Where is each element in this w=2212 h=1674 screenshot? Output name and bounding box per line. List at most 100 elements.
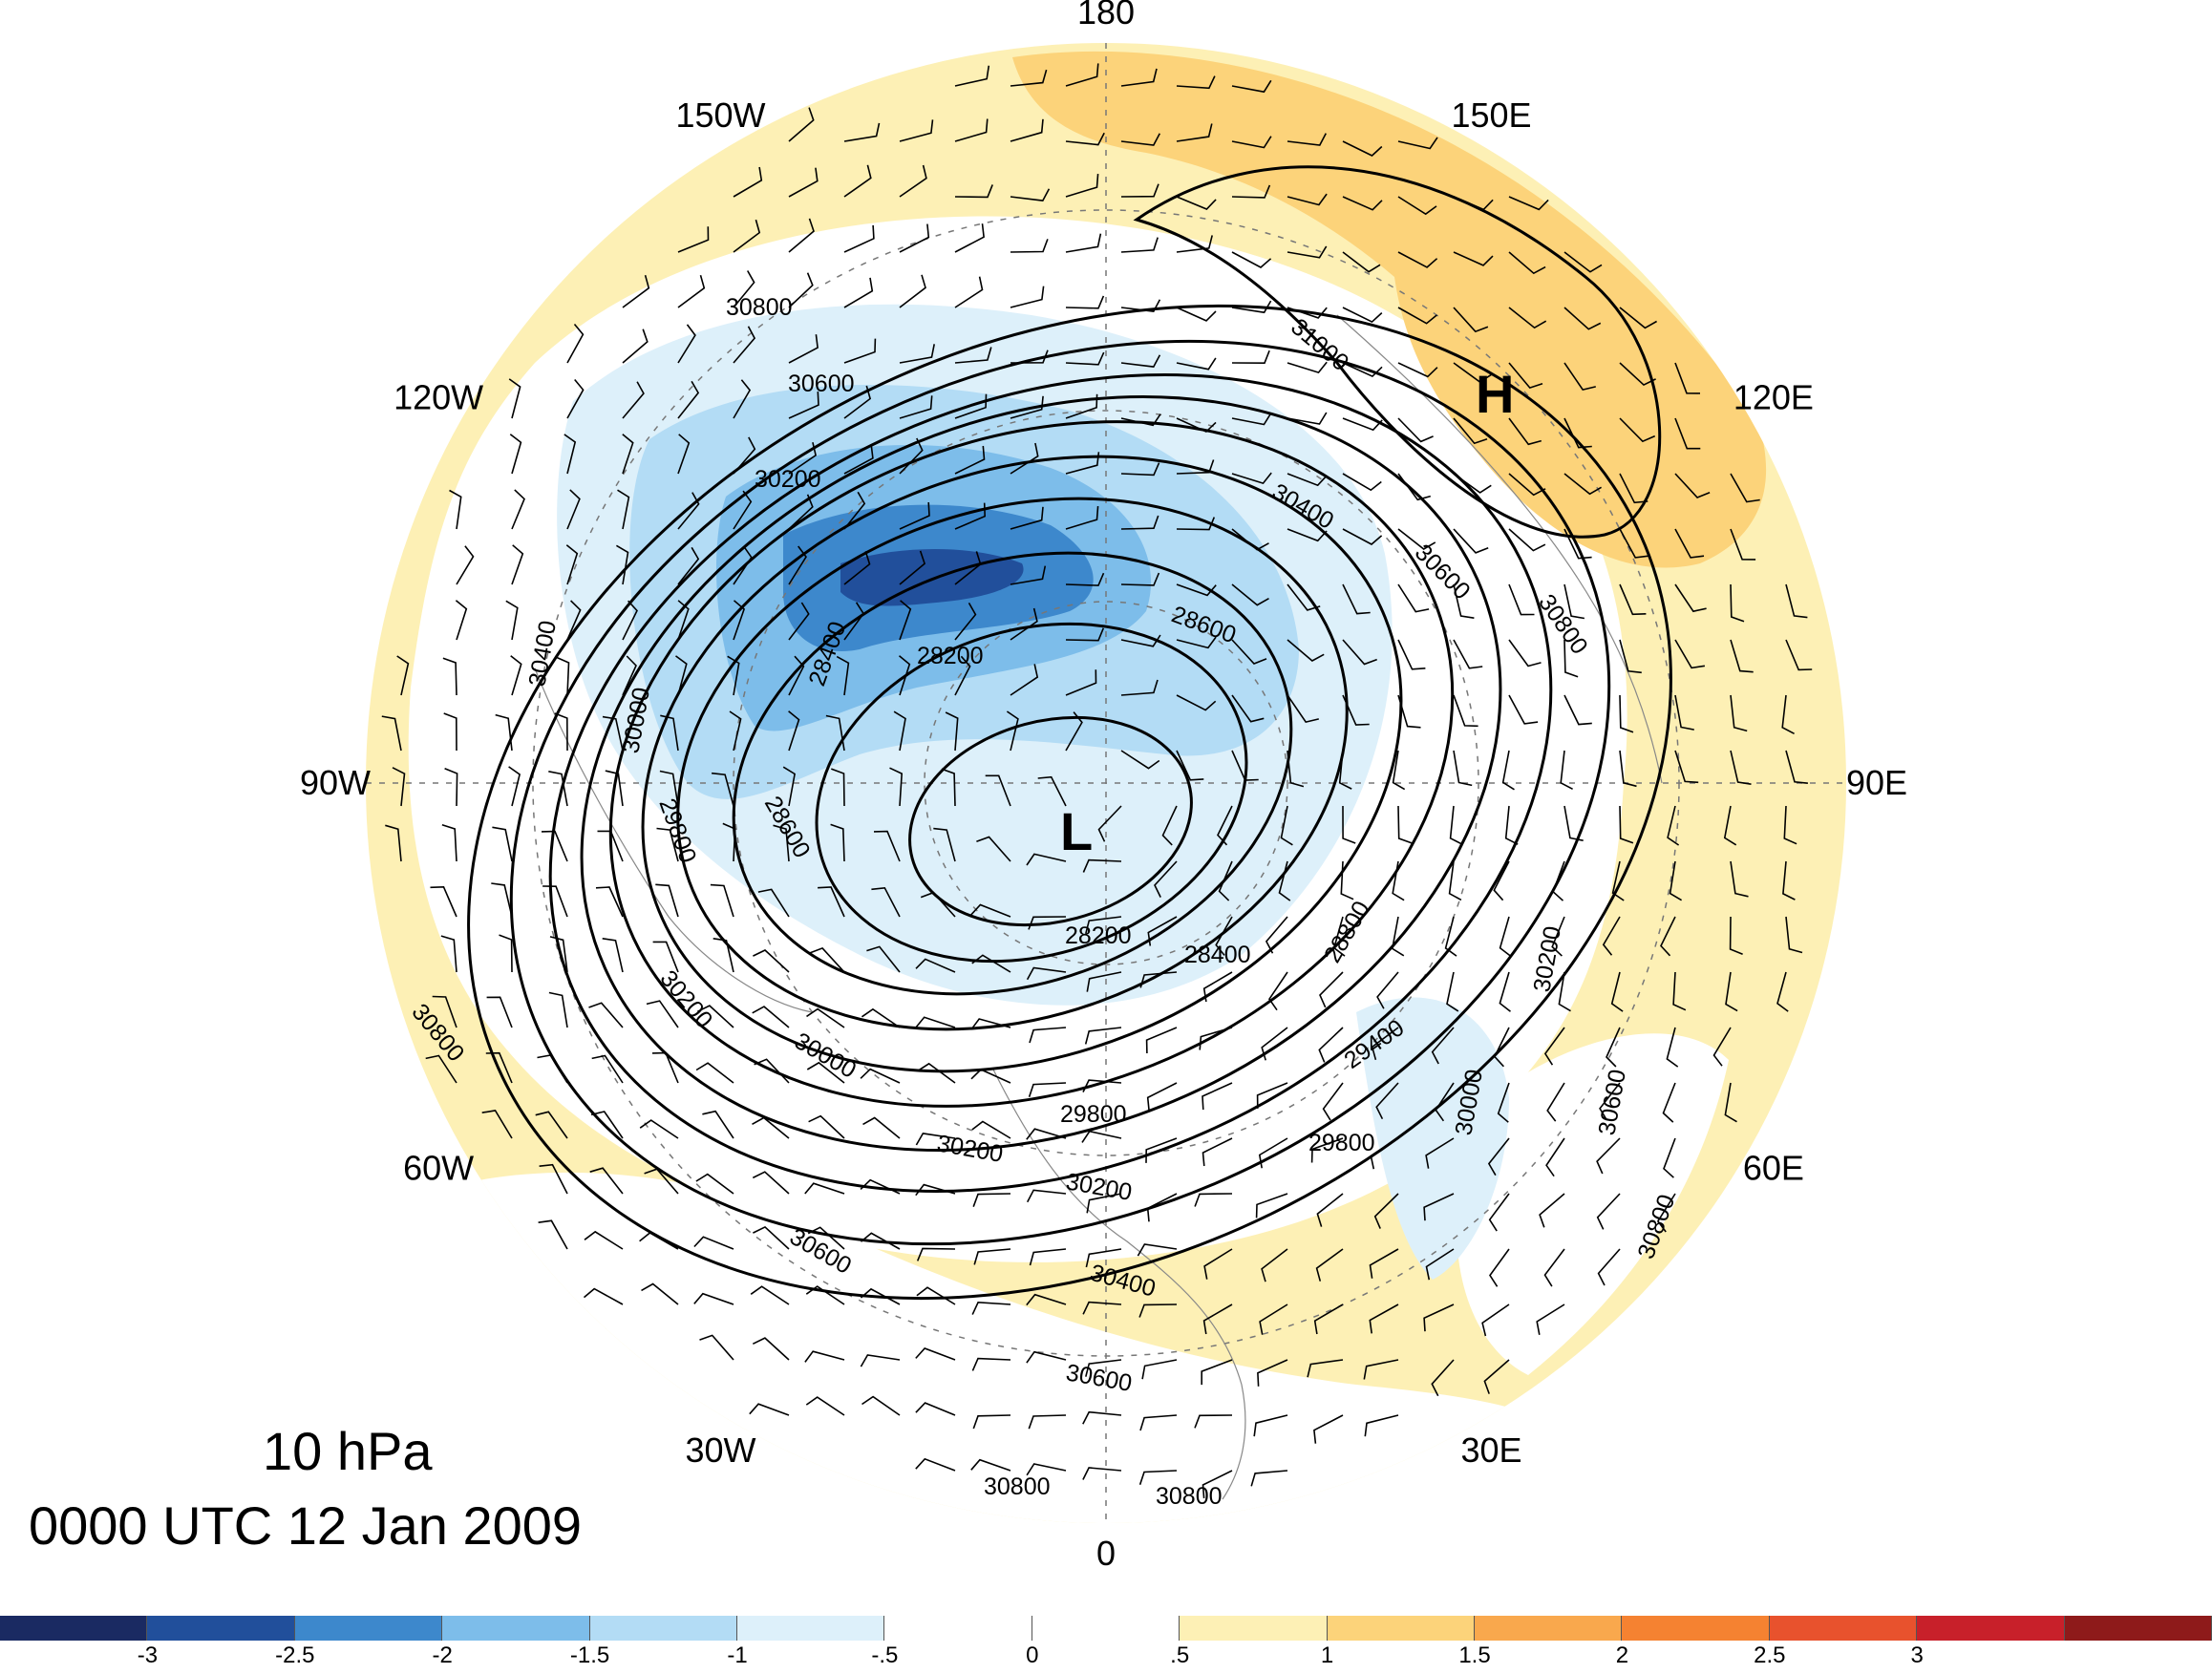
wind-barb bbox=[899, 550, 926, 585]
wind-barb bbox=[1287, 307, 1328, 319]
wind-barb bbox=[675, 655, 688, 696]
wind-barb bbox=[727, 655, 740, 696]
wind-barb bbox=[1145, 1027, 1178, 1054]
wind-barb bbox=[597, 830, 624, 862]
wind-barb bbox=[954, 184, 993, 199]
wind-barb bbox=[1287, 639, 1325, 662]
wind-barb bbox=[1313, 1303, 1344, 1335]
colorbar-tick-label: -3 bbox=[137, 1642, 159, 1668]
wind-barb bbox=[733, 490, 753, 530]
wind-barb bbox=[1508, 583, 1535, 616]
wind-barb bbox=[1120, 572, 1160, 586]
wind-barb bbox=[970, 1069, 1011, 1084]
wind-barb bbox=[1499, 971, 1511, 1012]
wind-barb bbox=[1481, 1303, 1510, 1337]
colorbar-tick-label: 1.5 bbox=[1458, 1642, 1491, 1668]
wind-barb bbox=[1082, 1467, 1122, 1480]
wind-barb bbox=[1397, 417, 1434, 443]
longitude-label: 120E bbox=[1733, 378, 1814, 417]
wind-barb bbox=[915, 1347, 956, 1361]
wind-barb bbox=[954, 65, 990, 87]
wind-barb bbox=[1397, 583, 1430, 613]
wind-barb bbox=[1287, 133, 1328, 146]
wind-barb bbox=[589, 1167, 624, 1195]
wind-barb bbox=[971, 954, 1011, 973]
wind-barb bbox=[1010, 350, 1049, 364]
wind-barb bbox=[1250, 1470, 1288, 1487]
wind-barb bbox=[1026, 1350, 1067, 1364]
wind-barb bbox=[954, 118, 989, 142]
wind-barb bbox=[481, 1110, 513, 1139]
wind-barb bbox=[455, 600, 468, 641]
wind-barb bbox=[1610, 971, 1624, 1012]
wind-barb bbox=[788, 334, 819, 364]
wind-barb bbox=[916, 1247, 956, 1261]
wind-barb bbox=[1086, 1193, 1122, 1214]
longitude-label: 180 bbox=[1077, 0, 1135, 32]
wind-barb bbox=[1369, 1303, 1399, 1334]
colorbar-swatch bbox=[294, 1616, 443, 1641]
wind-barb bbox=[677, 226, 710, 253]
wind-barb bbox=[1253, 1414, 1288, 1437]
wind-barb bbox=[622, 274, 650, 308]
contour-label: 28200 bbox=[917, 643, 984, 669]
wind-barb bbox=[1563, 694, 1592, 726]
wind-barb bbox=[1231, 528, 1269, 551]
wind-barb bbox=[381, 715, 402, 752]
wind-barb bbox=[1619, 694, 1634, 733]
wind-barb bbox=[1725, 971, 1738, 1012]
wind-barb bbox=[752, 1337, 790, 1361]
wind-barb bbox=[1488, 1193, 1510, 1232]
wind-barb bbox=[548, 771, 568, 807]
wind-barb bbox=[1674, 694, 1694, 731]
wind-barb bbox=[1202, 1082, 1233, 1111]
wind-barb bbox=[1730, 473, 1760, 503]
wind-barb bbox=[677, 274, 706, 308]
wind-barb bbox=[1660, 916, 1676, 957]
wind-barb bbox=[915, 958, 956, 973]
wind-barb bbox=[1342, 805, 1356, 844]
wind-barb bbox=[385, 824, 402, 862]
wind-barb bbox=[1137, 1243, 1178, 1257]
wind-barb bbox=[729, 710, 742, 752]
wind-barb bbox=[1619, 473, 1648, 504]
wind-barb bbox=[430, 885, 457, 918]
wind-barb bbox=[1146, 1193, 1178, 1222]
wind-barb bbox=[1563, 251, 1603, 273]
wind-barb bbox=[843, 164, 872, 198]
wind-barb bbox=[1619, 805, 1634, 844]
wind-barb bbox=[915, 1457, 956, 1472]
wind-barb bbox=[566, 600, 582, 641]
wind-barb bbox=[1536, 1303, 1565, 1335]
wind-barb bbox=[1097, 805, 1122, 842]
wind-barb bbox=[1010, 239, 1049, 253]
wind-barb bbox=[843, 122, 881, 142]
wind-barb bbox=[639, 1119, 679, 1139]
wind-barb bbox=[1453, 196, 1494, 211]
colorbar-tick-label: -.5 bbox=[871, 1642, 899, 1668]
wind-barb bbox=[1026, 966, 1067, 981]
wind-barb bbox=[1563, 805, 1584, 841]
colorbar-tick-label: -1 bbox=[727, 1642, 748, 1668]
wind-barb bbox=[510, 655, 522, 696]
wind-barb bbox=[862, 1116, 901, 1139]
wind-barb bbox=[1508, 362, 1543, 390]
wind-barb bbox=[1781, 694, 1795, 735]
wind-barb bbox=[1497, 1082, 1510, 1123]
wind-barb bbox=[1730, 639, 1754, 673]
wind-barb bbox=[1006, 710, 1019, 752]
wind-barb bbox=[584, 1230, 624, 1250]
wind-barb bbox=[443, 712, 457, 752]
wind-barb bbox=[541, 830, 568, 862]
wind-barb bbox=[1176, 636, 1217, 649]
wind-barb bbox=[970, 1018, 1011, 1030]
wind-barb bbox=[509, 434, 522, 475]
wind-barb bbox=[807, 1226, 845, 1250]
wind-barb bbox=[1453, 362, 1492, 383]
wind-barb bbox=[1508, 528, 1546, 552]
wind-barb bbox=[788, 545, 807, 585]
geopotential-contours bbox=[467, 165, 1672, 1300]
wind-barb bbox=[1619, 362, 1656, 387]
wind-barb bbox=[1493, 1027, 1510, 1068]
wind-barb bbox=[1310, 1137, 1344, 1163]
